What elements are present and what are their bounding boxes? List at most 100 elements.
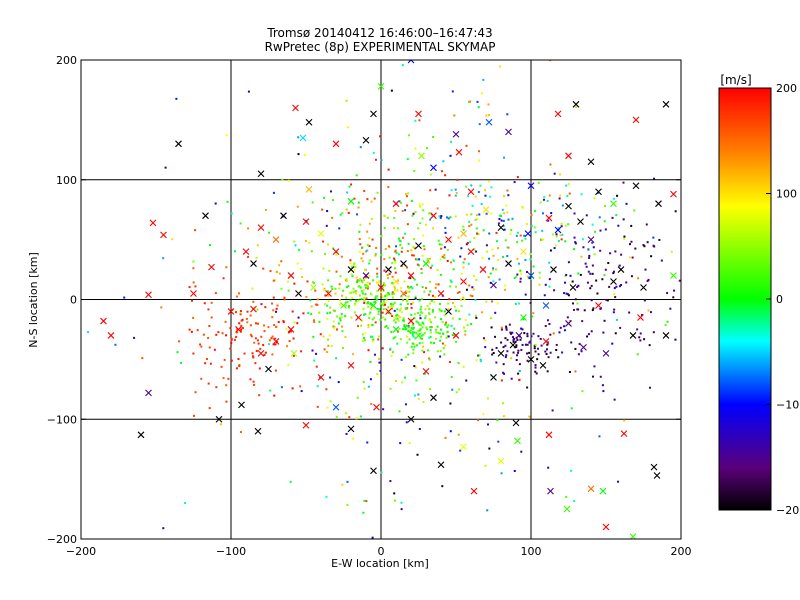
data-point-dot (336, 328, 339, 331)
data-point-dot (545, 353, 548, 356)
data-point-dot (413, 170, 416, 173)
data-point-dot (630, 275, 633, 278)
data-point-dot (391, 275, 394, 278)
data-point-dot (572, 302, 575, 305)
data-point-dot (577, 308, 580, 311)
data-point-x (545, 431, 553, 439)
data-point-dot (419, 314, 422, 317)
data-point-dot (567, 223, 570, 226)
data-point-x (305, 185, 313, 193)
data-point-dot (203, 302, 206, 305)
data-point-dot (418, 203, 421, 206)
data-point-dot (413, 331, 416, 334)
data-point-dot (280, 287, 283, 290)
data-point-dot (449, 430, 452, 433)
data-point-dot (225, 266, 228, 269)
data-point-dot (326, 317, 329, 320)
data-point-dot (217, 331, 220, 334)
data-point-dot (363, 189, 366, 192)
data-point-dot (520, 348, 523, 351)
data-point-dot (399, 201, 402, 204)
data-point-dot (479, 358, 482, 361)
data-point-dot (623, 235, 626, 238)
data-point-dot (292, 337, 295, 340)
data-point-dot (405, 328, 408, 331)
data-point-dot (605, 298, 608, 301)
data-point-dot (210, 301, 213, 304)
data-point-dot (327, 338, 330, 341)
data-point-dot (538, 276, 541, 279)
data-point-x (107, 332, 115, 339)
data-point-dot (554, 244, 557, 247)
data-point-x (460, 230, 467, 238)
data-point-dot (485, 300, 488, 303)
data-point-dot (353, 197, 356, 200)
data-point-dot (358, 294, 361, 297)
data-point-dot (454, 215, 457, 218)
data-point-dot (584, 262, 587, 265)
data-point-dot (422, 234, 425, 237)
data-point-dot (457, 433, 460, 436)
data-point-dot (516, 338, 519, 341)
data-point-dot (188, 286, 191, 289)
data-point-dot (537, 353, 540, 356)
data-point-dot (360, 257, 363, 260)
data-point-x (479, 266, 487, 273)
data-point-dot (559, 173, 562, 176)
data-point-dot (311, 281, 314, 284)
data-point-dot (455, 285, 458, 288)
data-point-dot (364, 332, 367, 335)
data-point-x (272, 338, 280, 345)
data-point-dot (428, 318, 431, 321)
data-point-dot (226, 200, 229, 203)
data-point-dot (439, 339, 442, 342)
data-point-dot (449, 279, 452, 282)
data-point-dot (370, 402, 373, 405)
data-point-dot (313, 319, 316, 322)
data-point-dot (414, 258, 417, 261)
data-point-dot (406, 302, 409, 305)
data-point-dot (488, 232, 491, 235)
data-point-dot (470, 223, 473, 226)
data-point-dot (615, 214, 618, 217)
data-point-dot (357, 206, 360, 209)
data-point-dot (636, 328, 639, 331)
data-point-dot (423, 332, 426, 335)
data-point-dot (515, 359, 518, 362)
data-point-dot (296, 322, 299, 325)
data-point-dot (524, 237, 527, 240)
data-point-dot (256, 339, 259, 342)
data-point-dot (570, 341, 573, 344)
data-point-dot (532, 312, 535, 315)
data-point-dot (330, 344, 333, 347)
data-point-dot (458, 291, 461, 294)
data-point-dot (362, 252, 365, 255)
data-point-dot (403, 232, 406, 235)
data-point-dot (455, 191, 458, 194)
data-point-dot (324, 252, 327, 255)
data-point-dot (431, 309, 434, 312)
data-point-dot (581, 238, 584, 241)
data-point-x (509, 341, 517, 349)
data-point-dot (448, 194, 451, 197)
data-point-dot (574, 298, 577, 301)
data-point-dot (422, 323, 425, 326)
data-point-x (400, 260, 407, 267)
data-point-dot (338, 299, 341, 302)
data-point-dot (209, 244, 212, 247)
data-point-dot (552, 332, 555, 335)
data-point-dot (393, 216, 396, 219)
data-point-dot (519, 277, 522, 280)
data-point-dot (402, 236, 405, 239)
data-point-dot (273, 279, 276, 282)
data-point-dot (490, 212, 493, 215)
data-point-x (580, 344, 587, 351)
data-point-dot (363, 499, 366, 502)
data-point-dot (392, 303, 395, 306)
data-point-dot (484, 339, 487, 342)
data-point-dot (433, 342, 436, 345)
data-point-dot (620, 253, 623, 256)
colorbar-gradient (718, 87, 772, 511)
data-point-dot (404, 356, 407, 359)
data-point-dot (323, 303, 326, 306)
